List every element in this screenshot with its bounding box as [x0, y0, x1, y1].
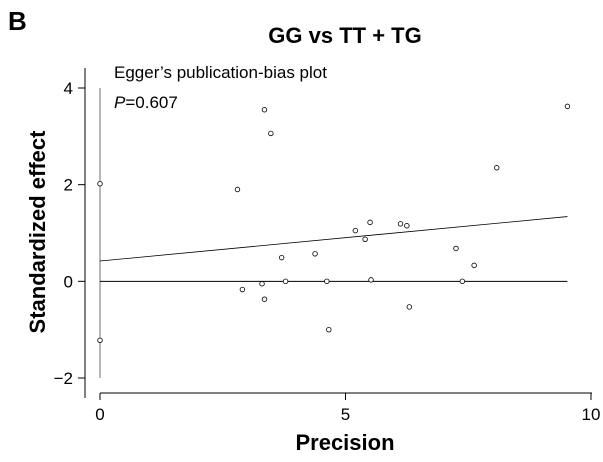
p-symbol: P: [114, 93, 126, 112]
data-point: [352, 227, 359, 234]
data-point: [239, 286, 246, 293]
data-point: [471, 262, 477, 269]
data-point: [97, 337, 103, 343]
data-point: [268, 130, 274, 137]
regression-line: [99, 216, 568, 262]
data-point: [459, 278, 466, 285]
egger-annotation: Egger’s publication-bias plot: [114, 63, 327, 82]
data-point: [312, 251, 318, 257]
plot-lines: [99, 88, 568, 378]
data-point: [397, 221, 404, 227]
data-point: [362, 236, 368, 242]
x-tick-label: 10: [582, 405, 601, 424]
data-point: [324, 278, 330, 285]
data-point: [368, 277, 374, 283]
axis-ticks: −2 0 2 4 0 5 10: [54, 79, 601, 424]
p-value: =0.607: [125, 93, 177, 112]
x-tick-label: 5: [341, 405, 350, 424]
data-point: [404, 223, 410, 229]
data-point: [494, 165, 500, 171]
y-tick-label: 4: [64, 79, 73, 98]
p-value-annotation: P=0.607: [114, 93, 178, 112]
data-point: [326, 326, 332, 333]
data-point: [564, 103, 571, 110]
panel-label: B: [8, 6, 27, 36]
data-point: [367, 219, 373, 226]
x-tick-label: 0: [95, 405, 104, 424]
y-tick-label: 0: [64, 272, 73, 291]
y-tick-label: 2: [64, 176, 73, 195]
plot-area: −2 0 2 4 0 5 10: [54, 68, 601, 424]
data-point: [261, 107, 268, 113]
y-axis-title: Standardized effect: [25, 130, 50, 334]
data-point: [261, 296, 268, 302]
data-point: [282, 278, 289, 285]
data-points: [97, 103, 571, 343]
data-point: [278, 254, 285, 261]
data-point: [453, 245, 459, 252]
data-point: [406, 304, 413, 310]
x-axis-title: Precision: [295, 430, 394, 455]
data-point: [259, 281, 265, 287]
y-tick-label: −2: [54, 369, 73, 388]
chart-title: GG vs TT + TG: [268, 23, 421, 48]
data-point: [234, 186, 241, 193]
data-point: [97, 180, 103, 187]
